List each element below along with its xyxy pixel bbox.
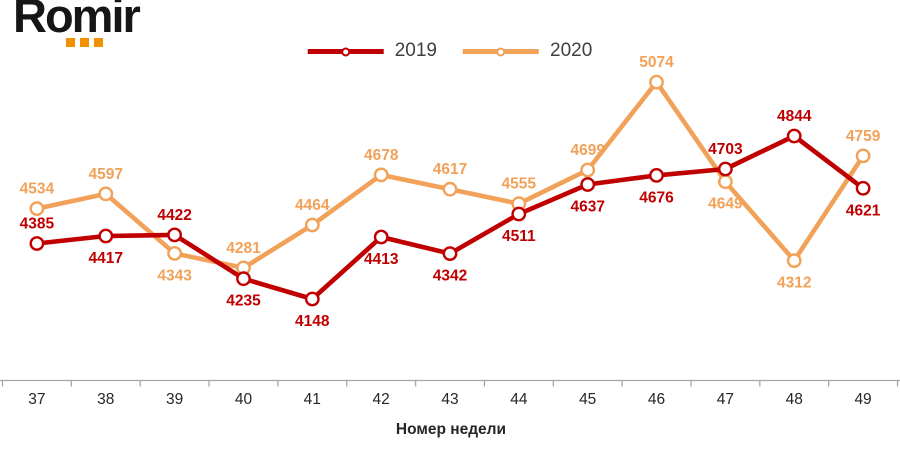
x-axis-title: Номер недели	[396, 421, 506, 438]
series-2020-data-label: 4534	[20, 181, 55, 198]
x-axis-tick-label: 46	[648, 391, 665, 408]
series-2019-data-label: 4703	[708, 141, 743, 158]
series-2019-marker	[786, 128, 802, 144]
series-2019-data-label: 4413	[364, 251, 399, 268]
series-2020-marker	[304, 217, 320, 233]
series-2019-marker	[304, 291, 320, 307]
series-2019-data-label: 4422	[157, 207, 191, 224]
romir-logo-dots-icon	[66, 38, 103, 47]
romir-logo-text: Romir	[13, 0, 141, 42]
series-2020-data-label: 4699	[570, 142, 605, 159]
series-2020-data-label: 4678	[364, 147, 399, 164]
legend-circle-marker-icon	[496, 47, 506, 56]
legend-item-2020: 2020	[463, 41, 592, 62]
series-2020-data-label: 4759	[846, 128, 881, 145]
series-2020-marker	[98, 186, 114, 202]
series-2020-marker	[167, 245, 183, 261]
series-2020-marker	[718, 174, 733, 190]
series-2020-data-label: 4312	[777, 275, 811, 292]
series-2019-marker	[98, 228, 114, 244]
series-2020-data-label: 4617	[433, 161, 467, 178]
x-axis-tick-label: 40	[235, 391, 253, 408]
x-axis-tick-label: 43	[441, 391, 458, 408]
logo-dot-icon	[66, 38, 75, 47]
series-2019-marker	[649, 167, 664, 183]
series-2020-marker	[580, 162, 596, 178]
legend-circle-marker-icon	[341, 47, 351, 56]
series-2019-data-label: 4676	[639, 189, 674, 206]
x-axis-tick-label: 49	[854, 391, 871, 408]
x-axis-tick-label: 45	[579, 391, 596, 408]
series-2019-data-label: 4621	[846, 202, 881, 219]
legend-label: 2020	[550, 40, 593, 61]
chart-legend: 2019 2020	[307, 40, 592, 62]
series-2019-data-label: 4342	[433, 268, 467, 285]
series-2020-marker	[855, 148, 871, 164]
series-2020-data-label: 4464	[295, 197, 330, 214]
legend-line-swatch-icon	[463, 47, 539, 56]
x-axis-tick-label: 42	[373, 391, 390, 408]
series-2019-marker	[580, 177, 596, 192]
series-2020-marker	[649, 74, 664, 90]
x-axis-tick-label: 44	[510, 391, 528, 408]
series-2020-data-label: 4281	[226, 240, 261, 257]
x-axis-tick-label: 38	[97, 391, 114, 408]
legend-label: 2019	[394, 40, 437, 61]
legend-item-2019: 2019	[307, 40, 437, 62]
legend-line-swatch-icon	[307, 47, 384, 56]
x-axis-tick-label: 47	[717, 391, 734, 408]
series-2020-marker	[373, 167, 389, 183]
series-2019-data-label: 4385	[20, 216, 55, 233]
series-2019-data-label: 4844	[777, 108, 812, 125]
series-2020-data-label: 5074	[639, 54, 674, 71]
series-2019-marker	[167, 227, 183, 243]
logo-dot-icon	[94, 38, 103, 47]
romir-logo: Romir	[13, 0, 141, 47]
series-2019-marker	[29, 236, 45, 251]
series-2019-data-label: 4637	[570, 199, 604, 216]
series-2019-data-label: 4235	[226, 293, 261, 310]
x-axis-tick-label: 37	[28, 391, 45, 408]
series-2019-data-label: 4148	[295, 313, 330, 330]
series-2019-marker	[718, 161, 733, 177]
series-2019-marker	[442, 246, 458, 262]
series-2020-data-label: 4597	[89, 166, 123, 183]
series-2019-data-label: 4511	[502, 228, 536, 245]
x-axis-tick-label: 39	[166, 391, 183, 408]
series-2019-marker	[236, 271, 251, 287]
series-2020-data-label: 4343	[157, 267, 192, 284]
series-2019-marker	[855, 180, 871, 196]
series-2019-marker	[511, 206, 527, 222]
series-2020-data-label: 4649	[708, 196, 743, 213]
x-axis-tick-label: 41	[304, 391, 321, 408]
x-axis-tick-label: 48	[786, 391, 803, 408]
series-2019-data-label: 4417	[89, 250, 123, 267]
series-2020-marker	[786, 253, 802, 269]
series-2019-marker	[373, 229, 389, 245]
logo-dot-icon	[80, 38, 89, 47]
series-2020-data-label: 4555	[502, 176, 537, 193]
series-2020-marker	[442, 181, 458, 197]
series-2020-marker	[29, 201, 45, 217]
